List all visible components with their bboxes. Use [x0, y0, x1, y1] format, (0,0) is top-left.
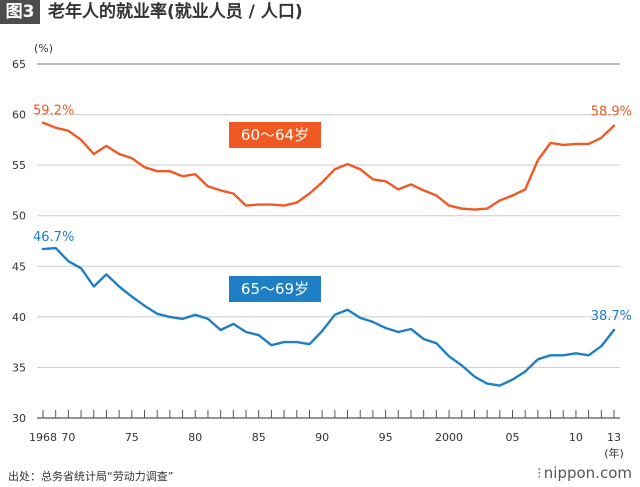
- figure-number-badge: 图3: [0, 0, 40, 24]
- x-tick-label-1968: 1968: [29, 431, 57, 444]
- y-tick-label-65: 65: [12, 58, 26, 71]
- brand-logo: ⁝ nippon.com: [537, 464, 632, 482]
- x-tick-label-1985: 85: [252, 431, 266, 444]
- y-tick-label-50: 50: [12, 210, 26, 223]
- x-tick-label-2013: 13: [607, 431, 621, 444]
- x-axis-unit-label: (年): [604, 446, 624, 460]
- x-tick-label-1990: 90: [315, 431, 329, 444]
- x-tick-label-1995: 95: [379, 431, 393, 444]
- chart-title: 老年人的就业率(就业人员 / 人口): [48, 2, 303, 22]
- x-tick-label-2000: 2000: [435, 431, 463, 444]
- series-label-60-64: 60～64岁: [241, 126, 309, 144]
- x-tick-label-1970: 70: [61, 431, 75, 444]
- x-tick-label-2010: 10: [569, 431, 583, 444]
- series-label-60-64-box: [229, 122, 321, 148]
- figure-header: 图3 老年人的就业率(就业人员 / 人口): [0, 0, 640, 30]
- x-tick-label-2005: 05: [505, 431, 519, 444]
- label-60-64-end: 58.9%: [591, 105, 632, 120]
- y-tick-label-40: 40: [12, 311, 26, 324]
- brand-name: nippon.com: [543, 464, 632, 482]
- x-tick-label-1975: 75: [125, 431, 139, 444]
- label-60-64-start: 59.2%: [33, 104, 74, 119]
- x-tick-label-1980: 80: [188, 431, 202, 444]
- y-tick-label-30: 30: [12, 412, 26, 425]
- y-tick-label-55: 55: [12, 159, 26, 172]
- y-axis-unit-label: (%): [34, 42, 53, 55]
- source-note: 出处：总务省统计局“劳动力调查”: [8, 470, 174, 483]
- y-tick-label-35: 35: [12, 361, 26, 374]
- y-tick-label-45: 45: [12, 260, 26, 273]
- employment-rate-chart: (%) 30 35 40 45 50 55 60 65 1968 70 75 80 85 90 95 2000 0…: [12, 42, 632, 460]
- series-label-65-69: 65～69岁: [241, 280, 309, 298]
- label-65-69-end: 38.7%: [591, 309, 632, 324]
- y-tick-label-60: 60: [12, 109, 26, 122]
- series-line-65-69: [41, 246, 616, 387]
- label-65-69-start: 46.7%: [33, 230, 74, 245]
- series-line-60-64: [41, 121, 616, 211]
- brand-mark-icon: ⁝: [537, 464, 542, 482]
- series-label-65-69-box: [229, 276, 321, 302]
